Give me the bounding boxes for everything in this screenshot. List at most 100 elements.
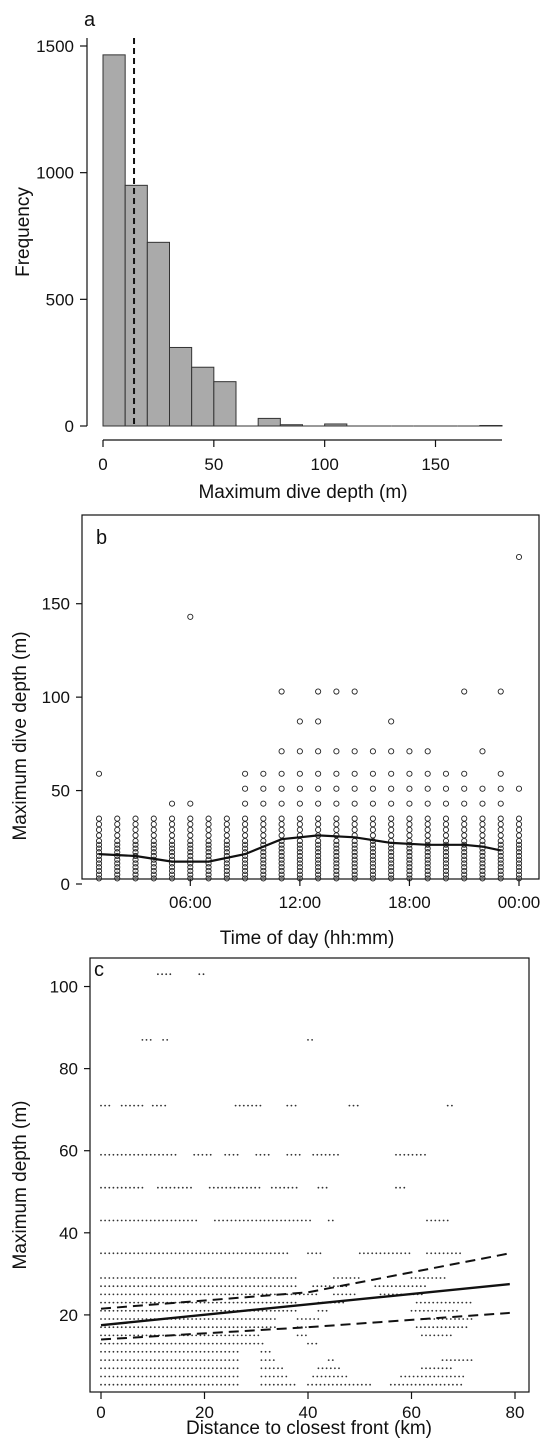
data-point (447, 1383, 450, 1386)
y-tick-label: 100 (50, 978, 78, 997)
data-point (112, 1309, 115, 1312)
data-point (443, 1309, 446, 1312)
data-point (112, 1367, 115, 1370)
data-point (345, 1277, 348, 1279)
data-point (261, 1318, 264, 1320)
data-point (264, 1367, 267, 1370)
data-point (149, 1326, 152, 1329)
data-point (331, 1383, 334, 1386)
data-point (278, 785, 285, 792)
data-point (116, 1301, 119, 1304)
data-point (223, 849, 230, 856)
data-point (410, 1383, 413, 1386)
data-point (446, 1104, 449, 1107)
data-point (170, 1309, 173, 1312)
data-point (216, 1342, 218, 1345)
data-point (260, 815, 267, 822)
data-point (203, 1383, 206, 1386)
data-point (406, 832, 413, 839)
data-point (434, 1219, 437, 1222)
panel-c-x-ticks: 0 20 40 60 80 (96, 1392, 524, 1422)
data-point (205, 867, 212, 874)
data-point (166, 1309, 169, 1312)
data-point (479, 867, 486, 874)
data-point (182, 1326, 185, 1329)
data-point (129, 1367, 131, 1370)
data-point (133, 1375, 136, 1378)
data-point (133, 1309, 136, 1312)
data-point (100, 1301, 102, 1304)
data-point (205, 871, 212, 878)
data-point (108, 1153, 111, 1156)
data-point (356, 1104, 359, 1107)
data-point (333, 815, 340, 822)
data-point (333, 837, 340, 845)
data-point (426, 1219, 428, 1222)
data-point (137, 1104, 140, 1107)
data-point (162, 1252, 165, 1255)
data-point (317, 1186, 320, 1189)
data-point (199, 1326, 202, 1329)
data-point (174, 1326, 177, 1329)
data-point (216, 1334, 218, 1337)
data-point (153, 1277, 156, 1279)
data-point (207, 1342, 210, 1345)
data-point (108, 1350, 111, 1353)
data-point (174, 1252, 177, 1255)
data-point (232, 1359, 235, 1361)
data-point (104, 1318, 106, 1320)
data-point (249, 1293, 251, 1296)
data-point (461, 860, 468, 867)
data-point (497, 688, 504, 695)
data-point (276, 1219, 278, 1222)
data-point (315, 688, 322, 695)
data-point (461, 1326, 464, 1329)
data-point (316, 1153, 319, 1156)
data-point (274, 1293, 276, 1296)
data-point (274, 1277, 276, 1279)
data-point (411, 1285, 414, 1288)
data-point (199, 1334, 202, 1337)
data-point (406, 852, 413, 860)
data-point (203, 1375, 206, 1378)
data-point (344, 1383, 347, 1386)
data-point (112, 1301, 115, 1304)
data-point (174, 1285, 177, 1288)
data-point (457, 1301, 459, 1304)
data-point (351, 837, 358, 845)
data-point (278, 1252, 280, 1255)
data-point (293, 1383, 296, 1386)
data-point (268, 1383, 271, 1386)
data-point (124, 1277, 127, 1279)
data-point (470, 1318, 473, 1320)
data-point (150, 826, 157, 833)
data-point (164, 1104, 167, 1107)
data-point (114, 867, 121, 874)
data-point (141, 1334, 144, 1337)
data-point (363, 1252, 365, 1255)
data-point (199, 1309, 202, 1312)
data-point (320, 1285, 323, 1288)
data-point (170, 1153, 173, 1156)
data-point (337, 1277, 339, 1279)
data-point (325, 1367, 328, 1370)
data-point (388, 856, 395, 863)
data-point (236, 1301, 239, 1304)
data-point (461, 871, 468, 878)
data-point (178, 1375, 181, 1378)
panel-b: b 0 50 100 150 06:00 12:00 18:00 00:00 Time of… (10, 514, 540, 949)
data-point (285, 1383, 288, 1386)
data-point (434, 1252, 437, 1255)
data-point (436, 1301, 439, 1304)
data-point (132, 871, 139, 878)
data-point (232, 1326, 235, 1329)
data-point (162, 1309, 165, 1312)
data-point (274, 1301, 276, 1304)
data-point (104, 1301, 106, 1304)
data-point (195, 1293, 198, 1296)
data-point (430, 1252, 433, 1255)
data-point (232, 1334, 235, 1337)
data-point (137, 1219, 140, 1222)
data-point (245, 1293, 247, 1296)
data-point (116, 1318, 119, 1320)
